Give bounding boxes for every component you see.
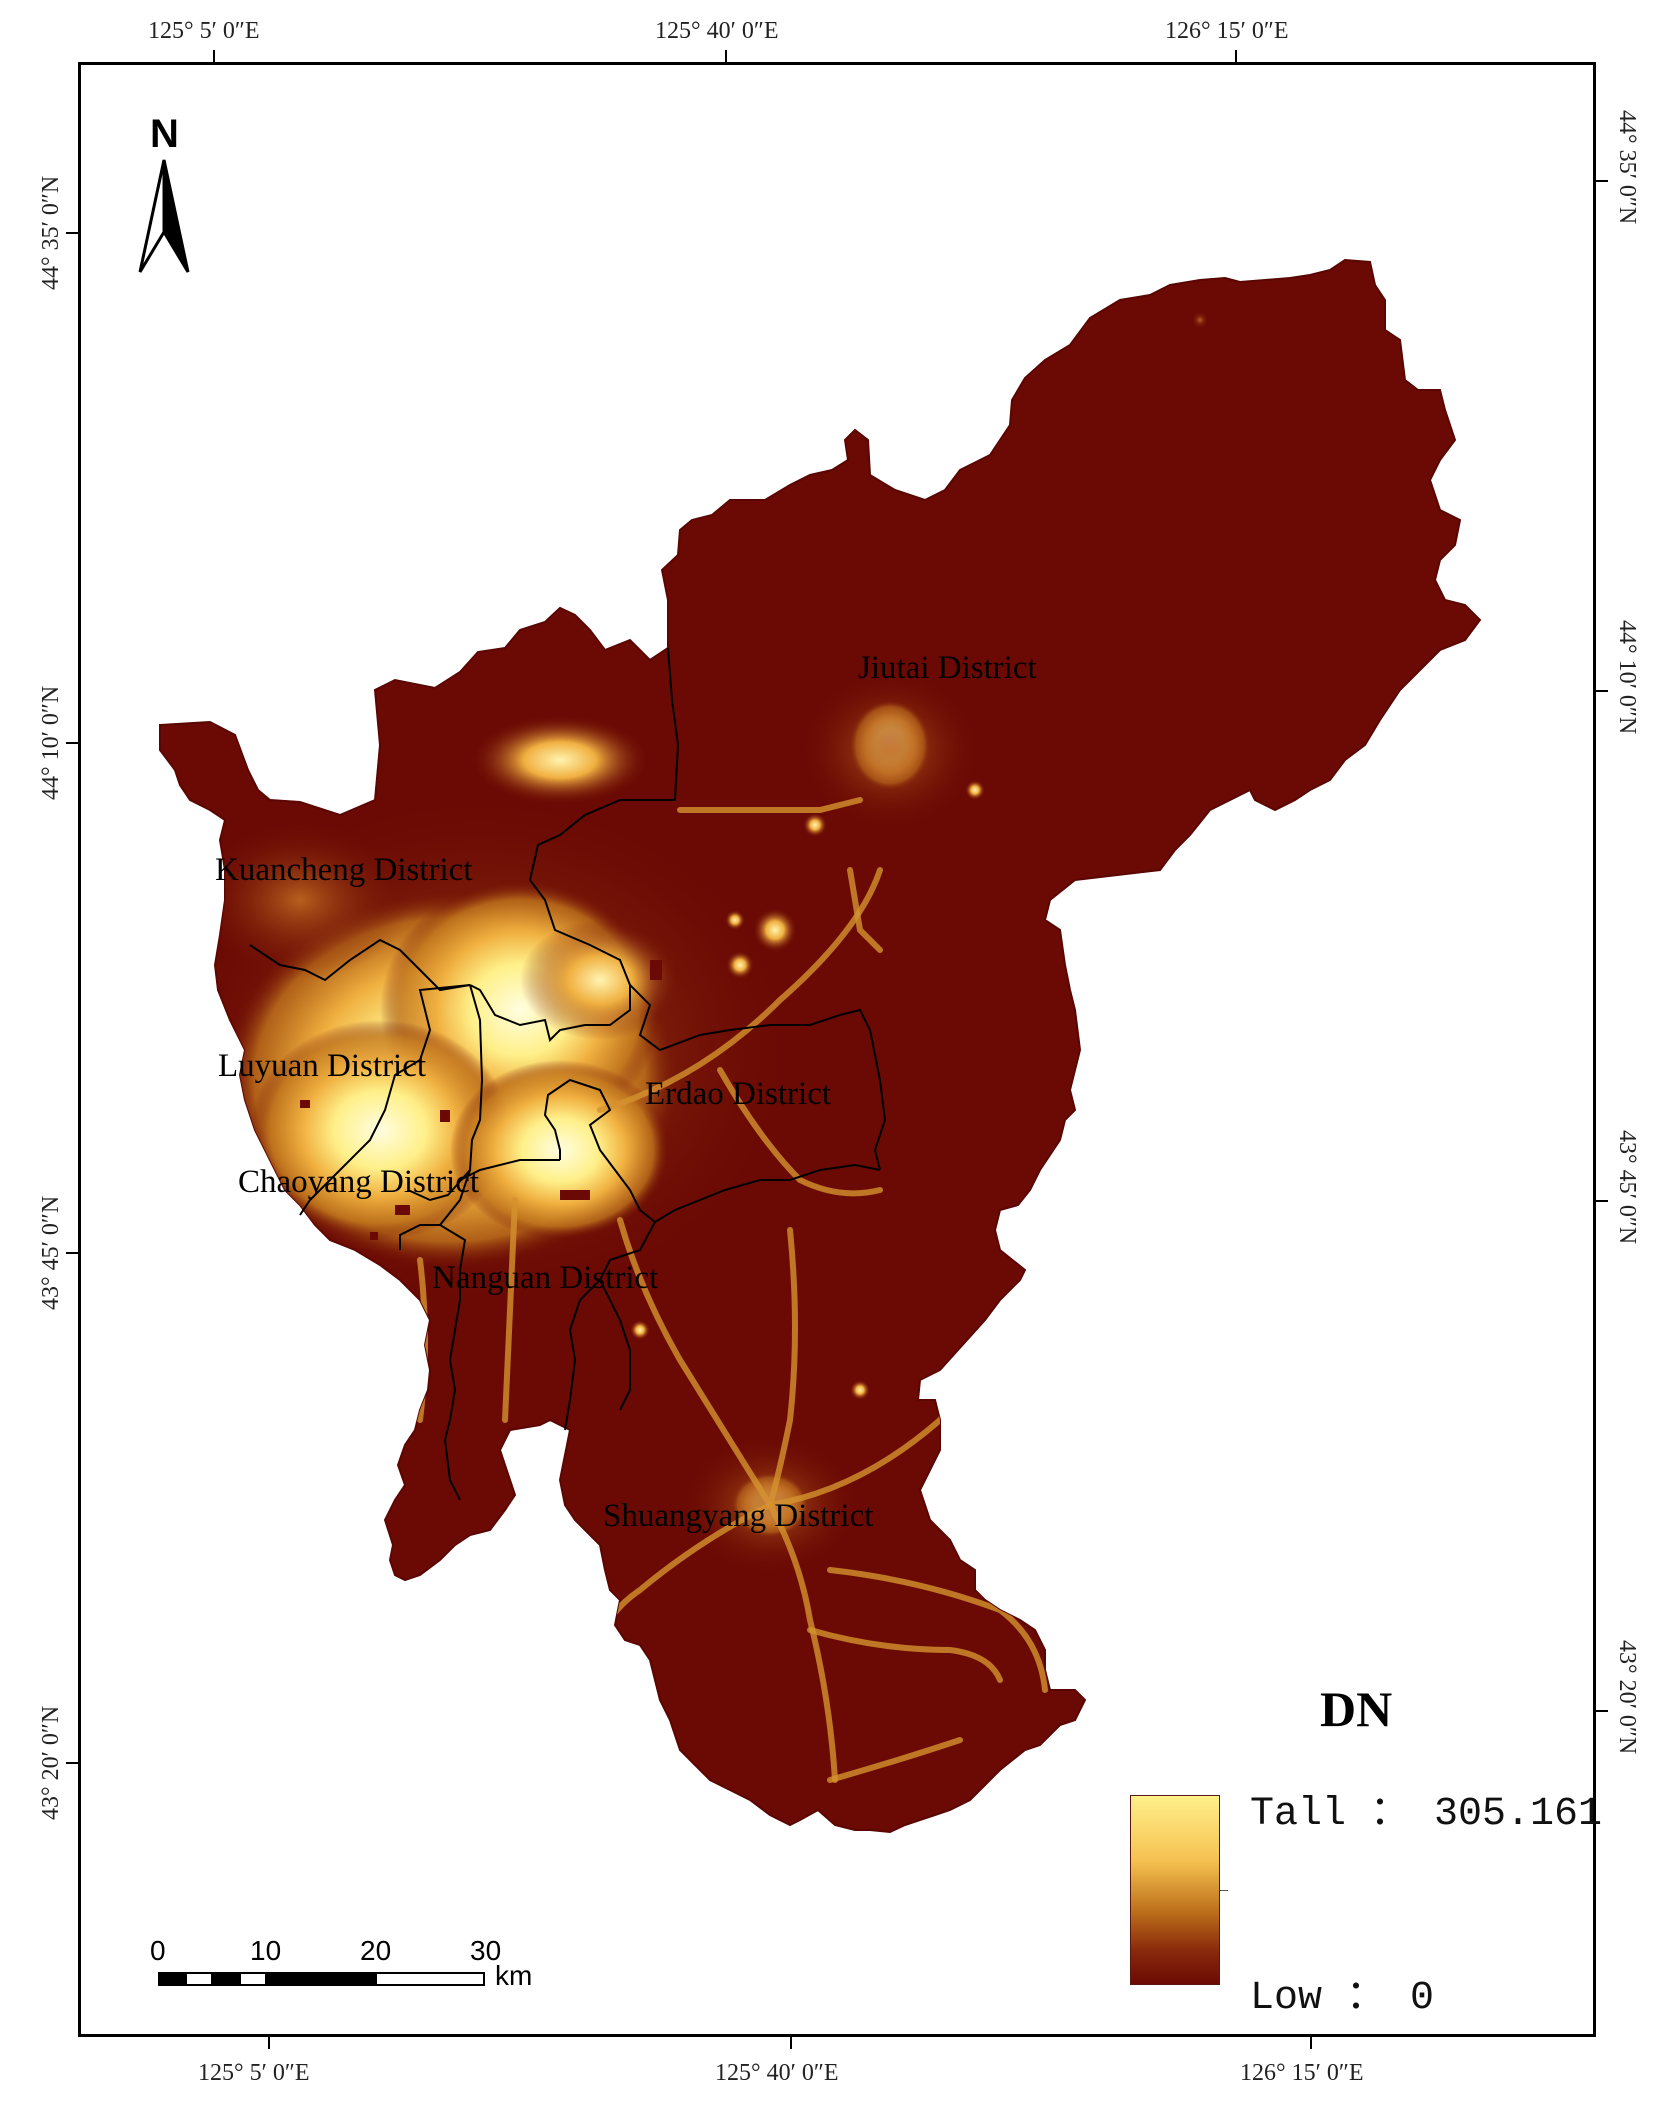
district-label-nanguan: Nanguan District xyxy=(432,1260,658,1296)
district-label-jiutai: Jiutai District xyxy=(858,650,1037,686)
top-longitude-label-3: 126° 15′ 0″E xyxy=(1165,18,1289,44)
district-boundaries xyxy=(249,647,887,1501)
legend-color-ramp xyxy=(1130,1795,1220,1985)
right-tick-4 xyxy=(1596,1710,1608,1712)
region-outline xyxy=(159,258,1482,1834)
scale-label-10: 10 xyxy=(250,1935,282,1966)
north-arrow-icon xyxy=(138,159,190,273)
district-label-luyuan: Luyuan District xyxy=(218,1048,426,1084)
legend-mid-tick xyxy=(1220,1890,1228,1891)
bottom-longitude-label-1: 125° 5′ 0″E xyxy=(198,2060,310,2086)
left-tick-2 xyxy=(66,742,78,744)
district-label-shuangyang: Shuangyang District xyxy=(603,1498,873,1534)
scale-label-20: 20 xyxy=(360,1935,392,1966)
legend-high-label: Tall ： 305.161 xyxy=(1250,1792,1603,1837)
district-label-kuancheng: Kuancheng District xyxy=(215,852,473,888)
scale-unit: km xyxy=(495,1960,533,1991)
bottom-longitude-label-2: 125° 40′ 0″E xyxy=(715,2060,839,2086)
right-tick-3 xyxy=(1596,1200,1608,1202)
top-longitude-label-2: 125° 40′ 0″E xyxy=(655,18,779,44)
bottom-tick-1 xyxy=(268,2037,270,2049)
legend-low-label: Low ： 0 xyxy=(1250,1976,1435,2021)
left-tick-1 xyxy=(66,232,78,234)
legend-title: DN xyxy=(1320,1681,1393,1737)
scale-label-0: 0 xyxy=(150,1935,166,1966)
right-tick-2 xyxy=(1596,690,1608,692)
district-label-erdao: Erdao District xyxy=(645,1076,831,1112)
top-tick-1 xyxy=(213,50,215,62)
bottom-tick-3 xyxy=(1310,2037,1312,2049)
top-tick-3 xyxy=(1235,50,1237,62)
bottom-tick-2 xyxy=(790,2037,792,2049)
scale-label-30: 30 xyxy=(470,1935,502,1966)
north-label: N xyxy=(150,112,179,156)
top-longitude-label-1: 125° 5′ 0″E xyxy=(148,18,260,44)
top-tick-2 xyxy=(725,50,727,62)
left-tick-3 xyxy=(66,1252,78,1254)
left-tick-4 xyxy=(66,1762,78,1764)
map-frame xyxy=(78,62,1596,2037)
district-label-chaoyang: Chaoyang District xyxy=(238,1164,479,1200)
right-tick-1 xyxy=(1596,180,1608,182)
bottom-longitude-label-3: 126° 15′ 0″E xyxy=(1240,2060,1364,2086)
